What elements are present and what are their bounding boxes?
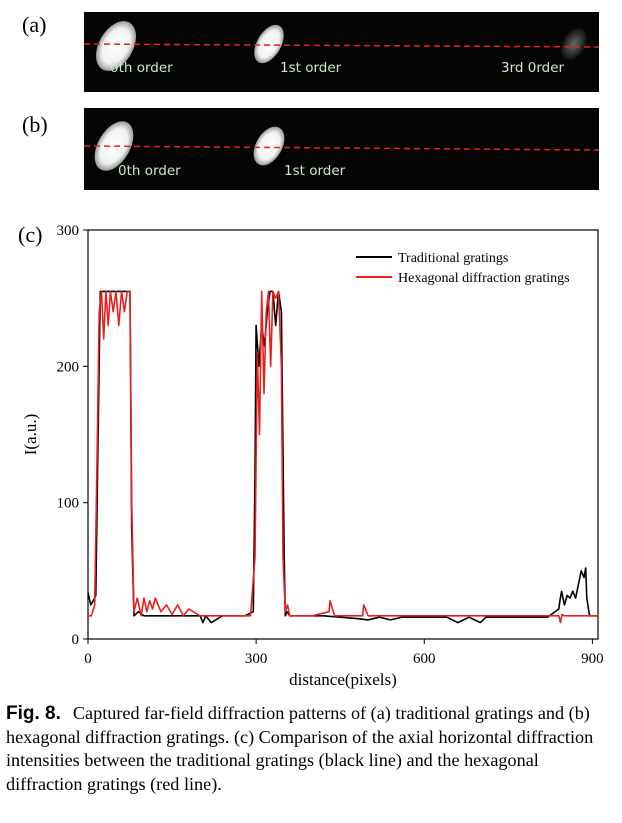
y-axis-title: I(a.u.) — [21, 414, 40, 456]
figure-caption: Fig. 8. Captured far-field diffraction pa… — [6, 702, 614, 796]
traditional-grating-image: 0th order 1st order 3rd 0rder — [84, 12, 599, 92]
panel-b-label: (b) — [22, 112, 48, 137]
zeroth-order-spot — [94, 121, 134, 171]
legend-label-1: Hexagonal diffraction gratings — [398, 271, 570, 286]
x-tick-label-0: 0 — [84, 651, 92, 667]
legend-label-0: Traditional gratings — [398, 251, 508, 266]
axis-dashed-line — [84, 145, 599, 151]
order-label-3: 3rd 0rder — [501, 60, 565, 76]
order-label-0: 0th order — [110, 60, 173, 76]
intensity-chart: 0 300 600 900 0 100 200 300 distance(pixels) I(a.… — [21, 223, 604, 689]
first-order-spot — [254, 24, 284, 64]
y-tick-label-1: 100 — [57, 496, 80, 512]
order-label-0: 0th order — [118, 163, 181, 179]
panel-c-label: (c) — [18, 222, 43, 247]
third-order-spot — [561, 28, 587, 60]
x-tick-label-3: 900 — [581, 651, 604, 667]
axis-dashed-line — [84, 43, 599, 48]
y-tick-label-3: 300 — [57, 223, 80, 239]
traditional-pattern-graphic — [84, 21, 599, 71]
series-line-1 — [88, 290, 598, 624]
plot-frame — [87, 229, 599, 640]
caption-text: Captured far-field diffraction patterns … — [6, 703, 594, 794]
zeroth-order-spot — [96, 21, 136, 71]
y-tick-label-2: 200 — [57, 359, 80, 375]
x-tick-label-1: 300 — [245, 651, 268, 667]
order-label-1: 1st order — [284, 163, 346, 179]
figure-number: Fig. 8. — [6, 703, 61, 724]
x-tick-label-2: 600 — [413, 651, 436, 667]
panel-a-label: (a) — [22, 12, 47, 37]
first-order-spot — [253, 126, 285, 166]
hexagonal-pattern-graphic — [84, 121, 599, 171]
hexagonal-grating-image: 0th order 1st order — [84, 108, 599, 190]
order-label-1: 1st order — [280, 60, 342, 76]
series-line-0 — [87, 290, 598, 624]
x-axis-title: distance(pixels) — [289, 670, 397, 689]
y-tick-label-0: 0 — [72, 632, 80, 648]
